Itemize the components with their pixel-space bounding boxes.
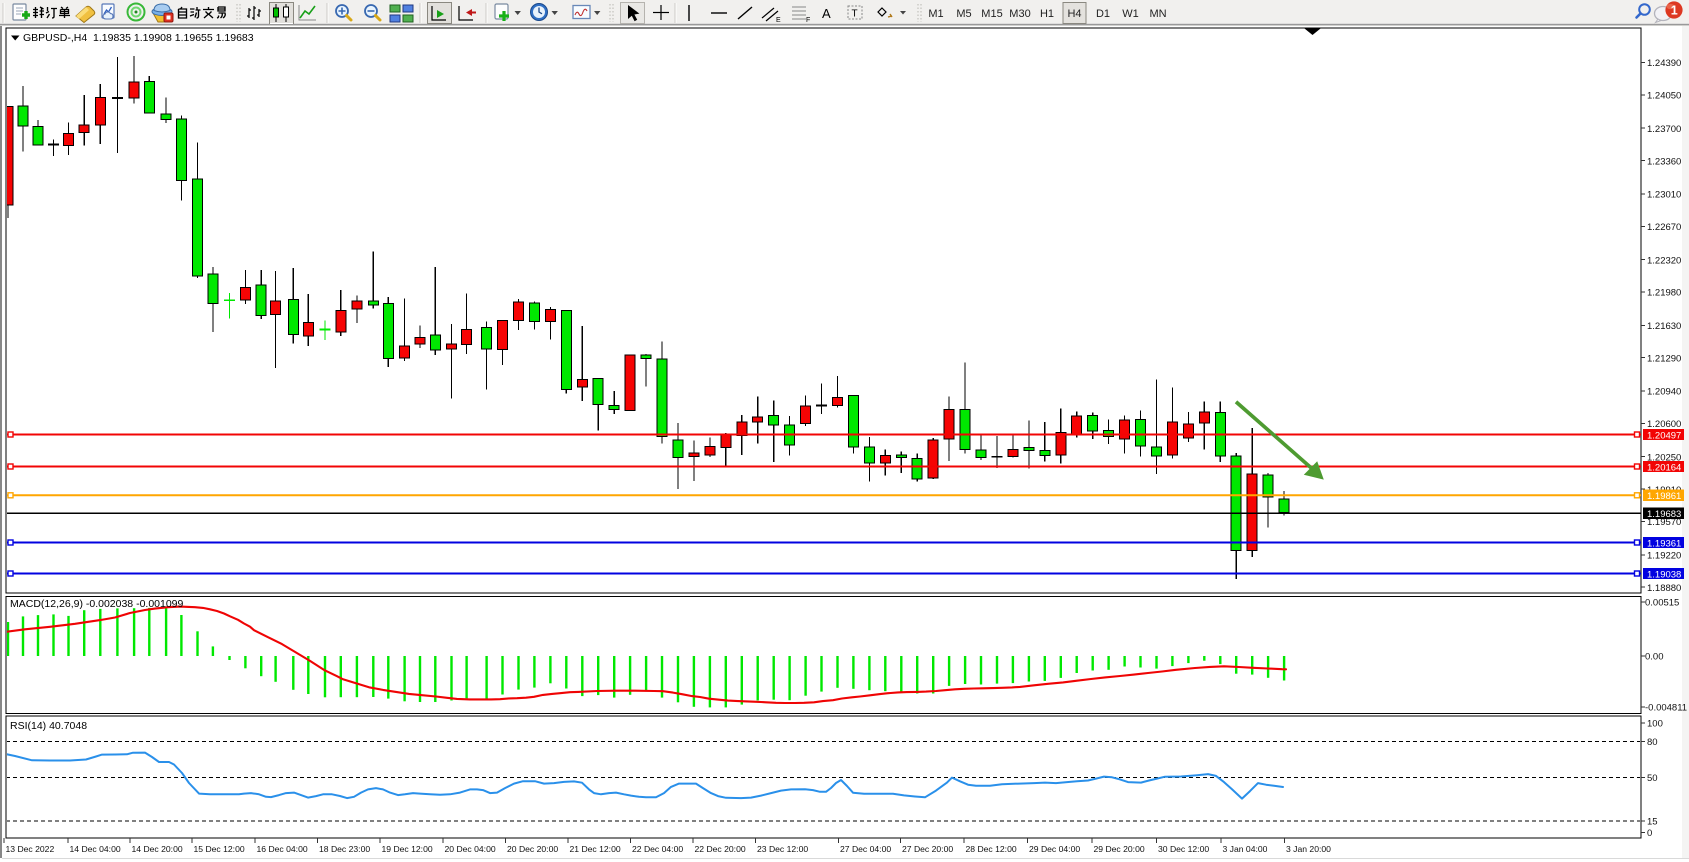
svg-text:23 Dec 12:00: 23 Dec 12:00 xyxy=(757,844,808,854)
svg-text:0.00515: 0.00515 xyxy=(1645,598,1679,609)
svg-text:15: 15 xyxy=(1647,817,1658,828)
svg-text:1.20600: 1.20600 xyxy=(1647,419,1681,430)
svg-text:27 Dec 04:00: 27 Dec 04:00 xyxy=(840,844,891,854)
svg-text:3 Jan 04:00: 3 Jan 04:00 xyxy=(1223,844,1268,854)
svg-text:A: A xyxy=(822,6,831,21)
svg-text:13 Dec 2022: 13 Dec 2022 xyxy=(6,844,55,854)
svg-text:1.21630: 1.21630 xyxy=(1647,321,1681,332)
svg-text:1.21290: 1.21290 xyxy=(1647,353,1681,364)
svg-text:1.23010: 1.23010 xyxy=(1647,190,1681,201)
svg-text:28 Dec 12:00: 28 Dec 12:00 xyxy=(966,844,1017,854)
svg-text:50: 50 xyxy=(1647,773,1658,784)
svg-text:20 Dec 20:00: 20 Dec 20:00 xyxy=(507,844,558,854)
svg-text:W1: W1 xyxy=(1122,8,1139,20)
svg-text:1.19570: 1.19570 xyxy=(1647,517,1681,528)
svg-text:14 Dec 20:00: 14 Dec 20:00 xyxy=(132,844,183,854)
svg-text:T: T xyxy=(852,9,858,20)
svg-text:20 Dec 04:00: 20 Dec 04:00 xyxy=(445,844,496,854)
svg-text:1.20497: 1.20497 xyxy=(1647,430,1681,441)
svg-text:D1: D1 xyxy=(1096,8,1110,20)
svg-text:1.22670: 1.22670 xyxy=(1647,222,1681,233)
svg-text:H1: H1 xyxy=(1040,8,1054,20)
svg-text:MN: MN xyxy=(1149,8,1166,20)
svg-text:1.18880: 1.18880 xyxy=(1647,583,1681,594)
svg-text:22 Dec 04:00: 22 Dec 04:00 xyxy=(632,844,683,854)
svg-text:E: E xyxy=(776,17,781,24)
svg-text:-0.004811: -0.004811 xyxy=(1645,703,1687,714)
svg-text:22 Dec 20:00: 22 Dec 20:00 xyxy=(695,844,746,854)
svg-text:1.22320: 1.22320 xyxy=(1647,255,1681,266)
svg-text:1.24390: 1.24390 xyxy=(1647,58,1681,69)
svg-text:1.19361: 1.19361 xyxy=(1647,538,1681,549)
svg-text:100: 100 xyxy=(1647,719,1663,730)
svg-text:1.19038: 1.19038 xyxy=(1647,569,1681,580)
svg-text:F: F xyxy=(806,17,810,24)
svg-text:M1: M1 xyxy=(928,8,943,20)
svg-text:16 Dec 04:00: 16 Dec 04:00 xyxy=(257,844,308,854)
svg-text:GBPUSD-,H4 1.19835 1.19908 1.: GBPUSD-,H4 1.19835 1.19908 1.19655 1.196… xyxy=(23,32,254,44)
svg-text:1.21980: 1.21980 xyxy=(1647,288,1681,299)
svg-text:30 Dec 12:00: 30 Dec 12:00 xyxy=(1158,844,1209,854)
svg-text:3 Jan 20:00: 3 Jan 20:00 xyxy=(1286,844,1331,854)
svg-text:1.19861: 1.19861 xyxy=(1647,491,1681,502)
svg-text:15 Dec 12:00: 15 Dec 12:00 xyxy=(194,844,245,854)
svg-text:MACD(12,26,9) -0.002038 -0.001: MACD(12,26,9) -0.002038 -0.001099 xyxy=(10,598,184,610)
svg-text:1.19220: 1.19220 xyxy=(1647,551,1681,562)
svg-text:1: 1 xyxy=(1671,4,1678,18)
svg-text:21 Dec 12:00: 21 Dec 12:00 xyxy=(570,844,621,854)
svg-text:1.24050: 1.24050 xyxy=(1647,91,1681,102)
svg-text:M5: M5 xyxy=(956,8,971,20)
svg-text:1.23360: 1.23360 xyxy=(1647,156,1681,167)
svg-text:0: 0 xyxy=(1647,828,1652,839)
svg-text:1.19683: 1.19683 xyxy=(1647,509,1681,520)
svg-text:1.20250: 1.20250 xyxy=(1647,452,1681,463)
svg-text:1.20940: 1.20940 xyxy=(1647,387,1681,398)
svg-text:M15: M15 xyxy=(981,8,1002,20)
svg-text:14 Dec 04:00: 14 Dec 04:00 xyxy=(70,844,121,854)
svg-text:RSI(14) 40.7048: RSI(14) 40.7048 xyxy=(10,720,87,732)
svg-text:1.20164: 1.20164 xyxy=(1647,462,1681,473)
svg-text:80: 80 xyxy=(1647,737,1658,748)
svg-text:29 Dec 20:00: 29 Dec 20:00 xyxy=(1094,844,1145,854)
svg-text:18 Dec 23:00: 18 Dec 23:00 xyxy=(319,844,370,854)
svg-text:29 Dec 04:00: 29 Dec 04:00 xyxy=(1029,844,1080,854)
svg-text:M30: M30 xyxy=(1009,8,1030,20)
svg-text:27 Dec 20:00: 27 Dec 20:00 xyxy=(902,844,953,854)
svg-text:19 Dec 12:00: 19 Dec 12:00 xyxy=(382,844,433,854)
svg-text:H4: H4 xyxy=(1067,8,1081,20)
svg-text:0.00: 0.00 xyxy=(1645,652,1664,663)
svg-text:1.23700: 1.23700 xyxy=(1647,124,1681,135)
